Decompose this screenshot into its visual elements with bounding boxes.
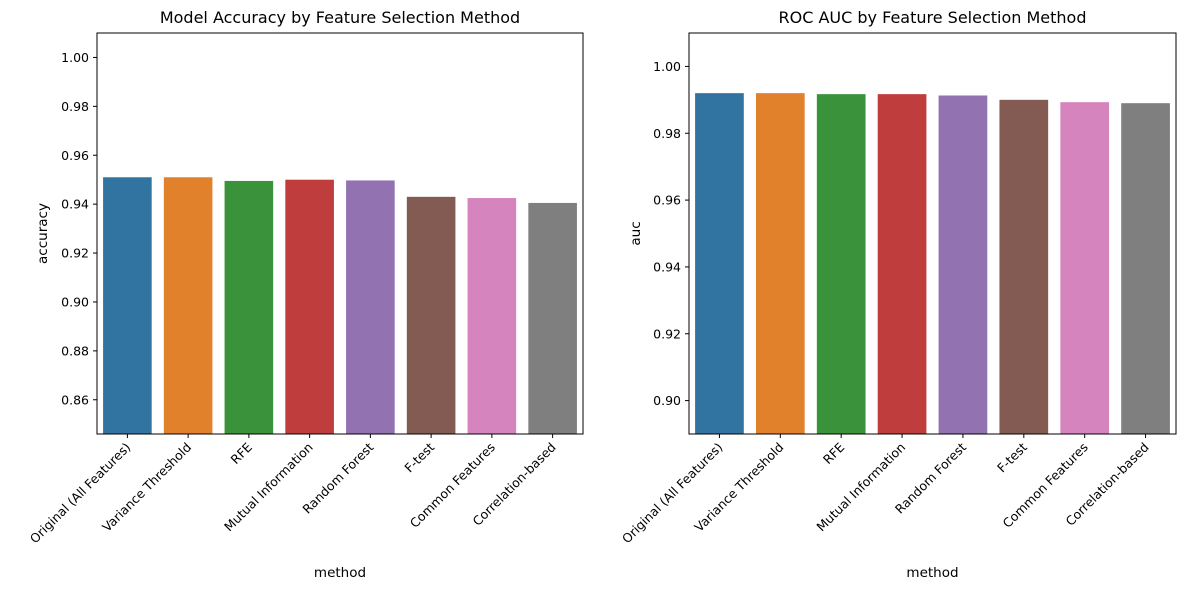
x-axis-label: method — [906, 565, 958, 581]
bar-0 — [695, 93, 744, 435]
y-tick-label: 0.98 — [653, 126, 681, 141]
x-tick-label: F-test — [401, 439, 437, 475]
y-tick-label: 0.92 — [653, 326, 681, 341]
bar-3 — [877, 94, 927, 435]
auc-chart: 0.90 0.92 0.94 0.96 0.98 1.00 Original (All Fe… — [619, 8, 1177, 581]
bar-6 — [1060, 102, 1110, 435]
bar-5 — [999, 99, 1049, 434]
x-tick-label: Original (All Features) — [27, 440, 134, 547]
y-tick-label: 0.86 — [61, 392, 89, 407]
bar-6 — [467, 198, 517, 434]
y-tick-label: 0.94 — [653, 259, 681, 274]
x-tick-label: RFE — [228, 439, 255, 466]
y-axis-label: accuracy — [35, 203, 51, 264]
bar-0 — [103, 177, 152, 434]
y-tick-label: 0.94 — [61, 197, 89, 212]
y-tick-label: 0.92 — [61, 246, 89, 261]
y-tick-label: 0.90 — [61, 294, 89, 309]
y-tick-label: 0.88 — [61, 343, 89, 358]
bar-7 — [528, 202, 577, 434]
bar-7 — [1121, 103, 1170, 435]
x-axis-label: method — [314, 565, 366, 581]
bar-5 — [406, 196, 456, 434]
accuracy-chart: 0.86 0.88 0.90 0.92 0.94 0.96 0.98 1.00 Original… — [27, 8, 584, 581]
y-tick-label: 1.00 — [61, 50, 89, 65]
y-tick-label: 1.00 — [653, 59, 681, 74]
bar-4 — [938, 95, 988, 435]
axes-frame — [96, 32, 584, 435]
y-tick-label: 0.96 — [61, 148, 89, 163]
chart-title: Model Accuracy by Feature Selection Meth… — [160, 8, 520, 27]
y-tick-label: 0.90 — [653, 393, 681, 408]
y-tick-label: 0.96 — [653, 193, 681, 208]
chart-title: ROC AUC by Feature Selection Method — [779, 8, 1087, 27]
x-tick-label: RFE — [820, 439, 847, 466]
bar-4 — [346, 180, 395, 434]
x-tick-label: Original (All Features) — [619, 440, 726, 547]
y-axis-label: auc — [628, 221, 644, 245]
bar-3 — [285, 179, 334, 434]
bar-2 — [816, 94, 866, 435]
bar-1 — [163, 177, 213, 434]
y-tick-label: 0.98 — [61, 99, 89, 114]
x-tick-label: F-test — [994, 439, 1030, 475]
axes-frame — [688, 32, 1177, 435]
bar-2 — [224, 180, 274, 434]
bar-1 — [755, 93, 805, 435]
